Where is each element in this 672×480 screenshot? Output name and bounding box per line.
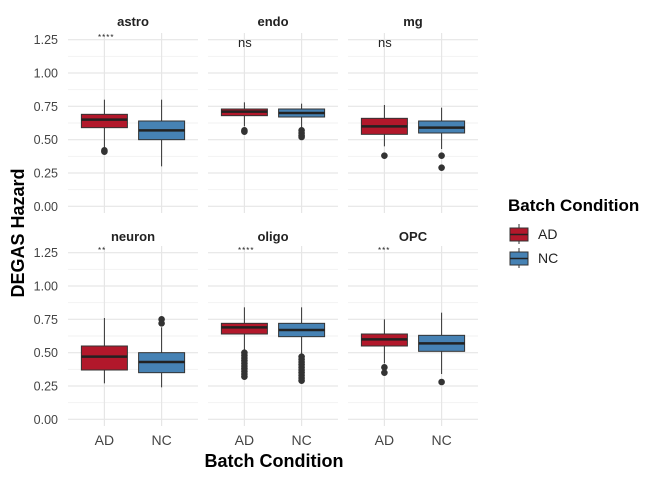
y-tick-label: 0.25 <box>34 167 58 181</box>
facet-title: endo <box>257 14 288 29</box>
facet-panel-oligo: oligo**** <box>208 229 338 426</box>
box-NC <box>278 103 326 141</box>
box-iqr <box>220 322 268 335</box>
x-axis-title: Batch Condition <box>205 451 344 471</box>
significance-label: ns <box>238 35 252 50</box>
outlier-point <box>381 369 388 376</box>
box-NC <box>138 99 186 167</box>
y-tick-label: 1.00 <box>34 67 58 81</box>
facet-panel-OPC: OPC *** <box>348 229 478 426</box>
outlier-point <box>381 364 388 371</box>
outlier-point <box>241 373 248 380</box>
y-tick-label: 0.50 <box>34 346 58 360</box>
y-tick-label: 1.25 <box>34 33 58 47</box>
outlier-point <box>158 320 165 327</box>
outlier-point <box>438 164 445 171</box>
box-AD <box>360 319 408 376</box>
facet-panel-neuron: neuron ** <box>68 229 198 426</box>
legend-label: NC <box>538 250 558 266</box>
y-tick-label: 0.25 <box>34 380 58 394</box>
legend-title: Batch Condition <box>508 196 639 215</box>
legend: Batch Condition AD NC <box>508 196 639 268</box>
y-tick-label: 0.50 <box>34 133 58 147</box>
legend-item-NC: NC <box>509 248 558 268</box>
facet-title: oligo <box>257 229 288 244</box>
box-AD <box>80 318 128 384</box>
outlier-point <box>298 133 305 141</box>
box-NC <box>138 316 186 388</box>
facet-title: astro <box>117 14 149 29</box>
x-tick-label: NC <box>291 432 311 448</box>
x-tick-label: AD <box>95 432 114 448</box>
significance-label: **** <box>238 246 254 255</box>
significance-label: ** <box>98 246 106 255</box>
outlier-point <box>101 147 108 154</box>
box-iqr <box>80 345 128 371</box>
box-AD <box>360 105 408 159</box>
facet-title: mg <box>403 14 423 29</box>
box-AD <box>220 307 268 380</box>
box-AD <box>220 102 268 135</box>
y-tick-label: 1.25 <box>34 246 58 260</box>
outlier-point <box>298 377 305 384</box>
outlier-point <box>438 152 445 159</box>
box-NC <box>418 107 466 171</box>
facet-title: neuron <box>111 229 155 244</box>
y-tick-label: 0.75 <box>34 100 58 114</box>
outlier-point <box>381 152 388 159</box>
significance-label: **** <box>98 33 114 42</box>
y-tick-label: 0.00 <box>34 413 58 427</box>
significance-label: *** <box>378 246 390 255</box>
x-tick-label: AD <box>375 432 394 448</box>
y-axes: 0.00 0.25 0.50 0.75 1.00 1.25 0.00 0.25 0.50 0.75… <box>34 33 58 427</box>
legend-label: AD <box>538 226 557 242</box>
x-axis: AD NC AD NC AD NC <box>95 432 452 448</box>
box-NC <box>278 307 326 384</box>
box-AD <box>80 99 128 155</box>
outlier-point <box>241 127 248 134</box>
x-tick-label: NC <box>431 432 451 448</box>
legend-item-AD: AD <box>509 224 557 244</box>
facet-panels: astro****endonsmgnsneuron**oligo****OPC*… <box>68 14 478 426</box>
x-tick-label: NC <box>151 432 171 448</box>
y-tick-label: 0.75 <box>34 313 58 327</box>
y-tick-label: 1.00 <box>34 280 58 294</box>
y-tick-label: 0.00 <box>34 200 58 214</box>
box-iqr <box>80 113 128 129</box>
y-axis-title: DEGAS Hazard <box>8 168 28 297</box>
significance-label: ns <box>378 35 392 50</box>
outlier-point <box>438 378 445 386</box>
box-NC <box>418 312 466 386</box>
x-tick-label: AD <box>235 432 254 448</box>
facet-panel-astro: astro**** <box>68 14 198 213</box>
facet-title: OPC <box>399 229 428 244</box>
